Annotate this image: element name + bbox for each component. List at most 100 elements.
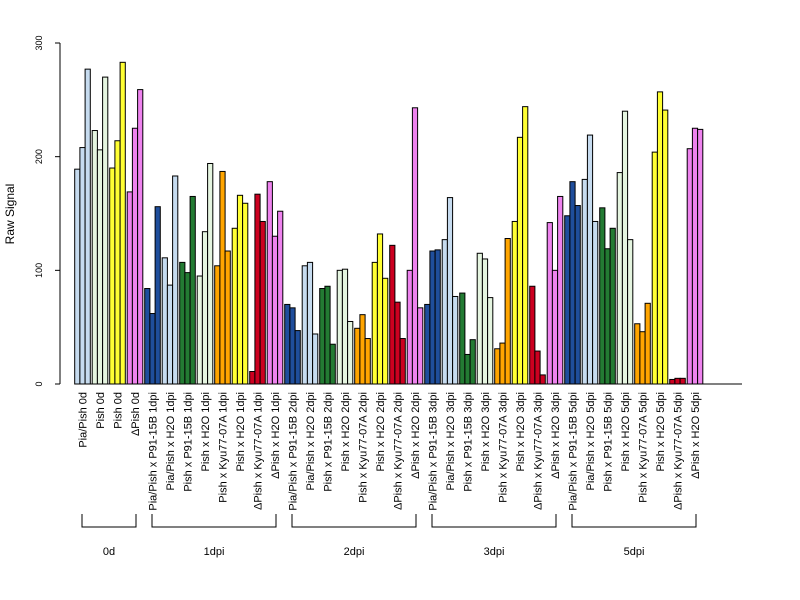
bar xyxy=(481,258,489,385)
y-tick-label: 200 xyxy=(34,149,44,164)
bar xyxy=(592,220,599,385)
bar xyxy=(697,128,704,385)
bar xyxy=(161,257,168,385)
bar xyxy=(691,127,699,385)
category-label: Pish x Kyu77-07A 1dpi xyxy=(218,392,230,503)
group-label: 1dpi xyxy=(204,546,225,558)
bar xyxy=(651,151,658,385)
bar xyxy=(551,269,559,385)
bar xyxy=(656,91,664,385)
bar xyxy=(284,303,291,385)
bar xyxy=(137,89,144,385)
bar xyxy=(289,307,296,385)
bar xyxy=(189,195,196,385)
category-label: Pia/Pish x P91-15B 3dpi xyxy=(428,392,440,511)
y-axis-label: Raw Signal xyxy=(3,184,17,245)
category-label: Pish x H2O 2dpi xyxy=(340,392,352,471)
bar xyxy=(406,269,413,385)
category-label: ΔPish x Kyu77-07A 2dpi xyxy=(393,392,405,510)
bar xyxy=(224,250,231,385)
bar xyxy=(312,333,319,385)
category-label: ΔPish x H2O 1dpi xyxy=(270,392,282,479)
category-label: Pia/Pish x H2O 5dpi xyxy=(585,392,597,490)
bar xyxy=(319,288,326,385)
bar xyxy=(219,170,226,385)
bar xyxy=(487,297,494,385)
category-label: ΔPish x Kyu77-07A 5dpi xyxy=(673,392,685,510)
category-label: Pia/Pish x H2O 1dpi xyxy=(165,392,177,490)
category-label: Pish x Kyu77-07A 3dpi xyxy=(498,392,510,503)
bar xyxy=(604,248,611,385)
bar xyxy=(599,207,606,385)
bar xyxy=(621,110,629,385)
bar xyxy=(341,268,349,385)
bar xyxy=(669,378,676,385)
category-label: Pish x Kyu77-07A 2dpi xyxy=(358,392,370,503)
group-bracket xyxy=(151,514,277,528)
bar xyxy=(382,277,389,385)
bar xyxy=(74,168,81,385)
bar xyxy=(91,130,98,385)
bar xyxy=(131,127,139,385)
group-label: 0d xyxy=(103,546,115,558)
bar xyxy=(207,162,214,385)
bar xyxy=(574,205,581,385)
bar xyxy=(634,323,641,385)
group-bracket xyxy=(571,514,697,528)
bar xyxy=(84,68,91,385)
category-label: Pish x Kyu77-07A 5dpi xyxy=(638,392,650,503)
bar xyxy=(469,339,476,385)
bar xyxy=(336,269,343,385)
bar xyxy=(154,206,161,385)
bar xyxy=(476,252,483,385)
category-label: Pia/Pish x P91-15B 5dpi xyxy=(568,392,580,511)
group-label: 5dpi xyxy=(624,546,645,558)
group-bracket xyxy=(431,514,557,528)
category-label: Pia/Pish x H2O 2dpi xyxy=(305,392,317,490)
category-label: ΔPish x Kyu77-07A 1dpi xyxy=(253,392,265,510)
y-tick-label: 300 xyxy=(34,35,44,50)
bar xyxy=(329,343,336,385)
bar xyxy=(271,235,279,385)
category-label: Pish x P91-15B 3dpi xyxy=(463,392,475,492)
bar xyxy=(266,181,273,385)
bar xyxy=(114,140,121,385)
bar xyxy=(249,371,256,385)
bar xyxy=(354,327,361,385)
bar xyxy=(546,222,553,385)
bar xyxy=(254,193,261,385)
group-bracket xyxy=(291,514,417,528)
bar xyxy=(569,181,576,385)
group-bracket xyxy=(81,514,137,528)
bar xyxy=(166,284,174,385)
bar xyxy=(644,302,651,385)
category-label: Pish x H2O 1dpi xyxy=(200,392,212,471)
bar xyxy=(494,348,501,385)
bar xyxy=(627,239,634,385)
bar xyxy=(399,338,406,385)
bar xyxy=(96,149,104,385)
bar xyxy=(417,307,424,385)
bar xyxy=(144,288,151,385)
bar xyxy=(394,301,401,385)
category-label: Pish x H2O 5dpi xyxy=(655,392,667,471)
bar xyxy=(324,285,331,385)
category-label: ΔPish x H2O 5dpi xyxy=(690,392,702,479)
bar xyxy=(119,61,126,385)
bar xyxy=(459,292,466,385)
category-label: Pish 0d xyxy=(95,392,107,429)
category-label: Pish x H2O 2dpi xyxy=(375,392,387,471)
bar xyxy=(609,227,616,385)
bar xyxy=(196,275,203,385)
bar xyxy=(639,331,646,385)
category-label: Pish x H2O 3dpi xyxy=(480,392,492,471)
bar xyxy=(411,107,419,385)
bar xyxy=(424,303,431,385)
category-label: ΔPish x H2O 2dpi xyxy=(410,392,422,479)
bar xyxy=(347,320,354,385)
category-label: Pia/Pish x P91-15B 2dpi xyxy=(288,392,300,511)
bars xyxy=(74,61,704,385)
bar xyxy=(109,167,116,385)
bar xyxy=(429,250,436,385)
